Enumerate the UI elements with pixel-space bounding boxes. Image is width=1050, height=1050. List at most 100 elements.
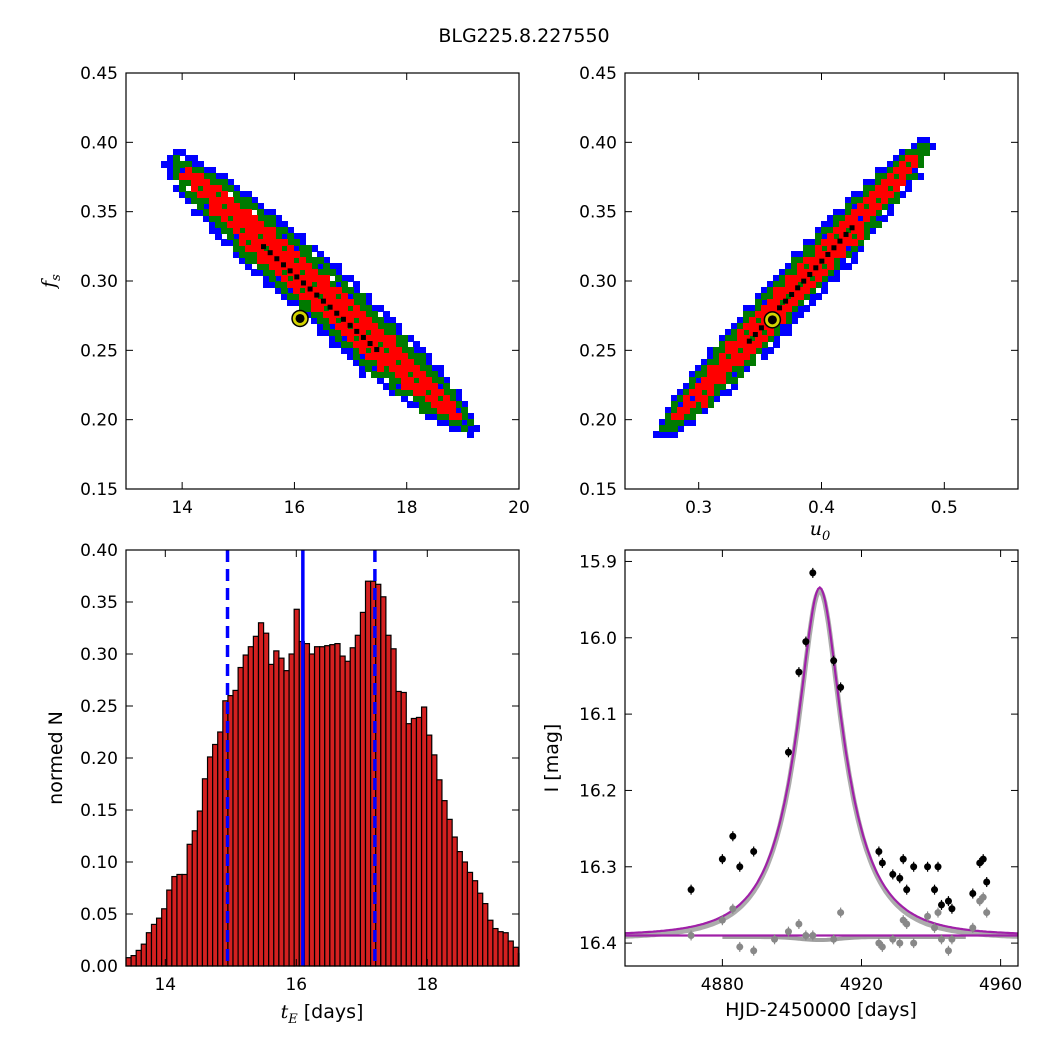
band-1sigma-cell (239, 233, 246, 240)
band-3sigma-cell (197, 209, 204, 216)
band-3sigma-cell (227, 239, 234, 246)
band-2sigma-cell (767, 287, 774, 294)
band-3sigma-cell (725, 389, 732, 396)
band-3sigma-cell (281, 221, 288, 228)
band-2sigma-cell (269, 221, 276, 228)
band-2sigma-cell (221, 227, 228, 234)
band-2sigma-cell (827, 269, 834, 276)
band-3sigma-cell (233, 251, 240, 258)
band-1sigma-cell (677, 413, 684, 420)
band-1sigma-cell (911, 161, 918, 168)
band-3sigma-cell (299, 233, 306, 240)
band-2sigma-cell (389, 377, 396, 384)
band-1sigma-cell (383, 335, 390, 342)
x-tick-label: 14 (154, 975, 176, 995)
band-2sigma-cell (305, 305, 312, 312)
band-3sigma-cell (833, 275, 840, 282)
band-1sigma-cell (359, 311, 366, 318)
band-3sigma-cell (773, 275, 780, 282)
band-2sigma-cell (401, 335, 408, 342)
band-3sigma-cell (275, 215, 282, 222)
band-1sigma-cell (857, 209, 864, 216)
band-1sigma-cell (221, 215, 228, 222)
band-2sigma-cell (263, 221, 270, 228)
residual-point (896, 939, 904, 947)
band-2sigma-cell (203, 173, 210, 180)
band-2sigma-cell (323, 263, 330, 270)
band-3sigma-cell (911, 167, 918, 174)
band-3sigma-cell (191, 161, 198, 168)
band-3sigma-cell (167, 161, 174, 168)
band-3sigma-cell (275, 275, 282, 282)
band-1sigma-cell (881, 191, 888, 198)
band-3sigma-cell (347, 275, 354, 282)
band-1sigma-cell (893, 185, 900, 192)
band-1sigma-cell (755, 335, 762, 342)
data-point (795, 668, 803, 676)
x-tick-label: 4880 (701, 975, 744, 995)
band-1sigma-cell (347, 329, 354, 336)
band-1sigma-cell (719, 377, 726, 384)
band-2sigma-cell (197, 185, 204, 192)
band-3sigma-cell (263, 275, 270, 282)
histogram-bar (155, 917, 163, 967)
band-1sigma-cell (713, 377, 720, 384)
band-2sigma-cell (179, 185, 186, 192)
band-2sigma-cell (353, 347, 360, 354)
band-1sigma-cell (899, 161, 906, 168)
band-1sigma-cell (299, 275, 306, 282)
band-3sigma-cell (821, 233, 828, 240)
band-3sigma-cell (695, 377, 702, 384)
band-2sigma-cell (431, 407, 438, 414)
band-2sigma-cell (239, 227, 246, 234)
histogram-bar (283, 670, 290, 967)
band-2sigma-cell (893, 191, 900, 198)
histogram-bar (313, 646, 321, 967)
band-3sigma-cell (161, 161, 168, 168)
band-2sigma-cell (239, 197, 246, 204)
band-3sigma-cell (851, 257, 858, 264)
band-1sigma-cell (833, 227, 840, 234)
band-2sigma-cell (353, 293, 360, 300)
band-2sigma-cell (851, 197, 858, 204)
band-2sigma-cell (785, 269, 792, 276)
histogram-bar (375, 583, 382, 967)
band-1sigma-cell (395, 365, 402, 372)
x-tick-label: 18 (396, 498, 418, 518)
band-1sigma-cell (713, 365, 720, 372)
band-layer (653, 137, 936, 438)
band-2sigma-cell (287, 239, 294, 246)
band-3sigma-cell (731, 371, 738, 378)
data-point (948, 905, 956, 913)
band-2sigma-cell (917, 149, 924, 156)
band-3sigma-cell (809, 293, 816, 300)
band-2sigma-cell (359, 299, 366, 306)
histogram-bar (257, 622, 265, 967)
band-1sigma-cell (737, 353, 744, 360)
histogram-bar (161, 908, 168, 967)
band-2sigma-cell (713, 353, 720, 360)
band-2sigma-cell (791, 269, 798, 276)
band-3sigma-cell (401, 395, 408, 402)
band-1sigma-cell (797, 293, 804, 300)
band-2sigma-cell (305, 245, 312, 252)
band-1sigma-cell (287, 263, 294, 270)
band-2sigma-cell (395, 335, 402, 342)
residual-point (750, 947, 758, 955)
band-2sigma-cell (449, 389, 456, 396)
best-fit-marker-center (767, 315, 777, 325)
band-3sigma-cell (923, 137, 930, 144)
band-3sigma-cell (791, 251, 798, 258)
residual-point (729, 905, 737, 913)
band-2sigma-cell (203, 197, 210, 204)
band-1sigma-cell (431, 383, 438, 390)
band-3sigma-cell (215, 233, 222, 240)
histogram-bar (166, 889, 173, 967)
band-2sigma-cell (659, 425, 666, 432)
band-2sigma-cell (917, 161, 924, 168)
histogram-bar (181, 873, 188, 967)
band-3sigma-cell (227, 179, 234, 186)
band-2sigma-cell (713, 383, 720, 390)
band-2sigma-cell (425, 389, 432, 396)
